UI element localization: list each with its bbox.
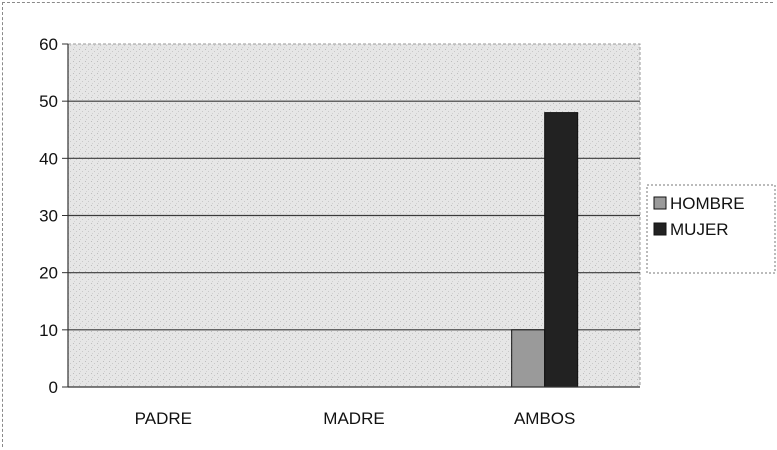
legend: HOMBRE MUJER — [646, 184, 776, 274]
x-category-label: MADRE — [323, 409, 384, 428]
y-tick-label: 10 — [39, 321, 58, 340]
bar-hombre-ambos — [511, 329, 546, 388]
y-tick-label: 40 — [39, 149, 58, 168]
x-category-label: AMBOS — [514, 409, 575, 428]
legend-swatch — [653, 196, 667, 210]
x-category-label: PADRE — [135, 409, 192, 428]
legend-swatch — [653, 222, 667, 236]
y-tick-label: 30 — [39, 207, 58, 226]
legend-label: MUJER — [670, 220, 729, 239]
x-axis: PADRE MADRE AMBOS — [68, 386, 640, 428]
bar-mujer-ambos — [544, 112, 579, 388]
bars — [511, 112, 579, 388]
legend-box — [646, 184, 776, 274]
y-tick-label: 0 — [49, 378, 58, 397]
y-tick-label: 20 — [39, 264, 58, 283]
y-tick-label: 50 — [39, 92, 58, 111]
y-axis: 0 10 20 30 40 50 60 — [39, 35, 69, 397]
y-tick-label: 60 — [39, 35, 58, 54]
legend-label: HOMBRE — [670, 194, 745, 213]
